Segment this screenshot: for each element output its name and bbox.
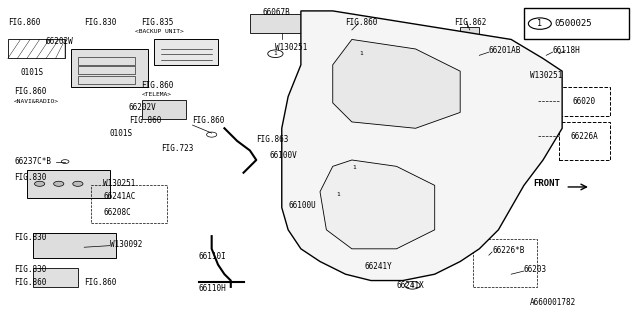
Text: FIG.863: FIG.863	[256, 135, 289, 144]
Bar	[91, 185, 167, 223]
Text: 1: 1	[336, 192, 340, 197]
Text: 66241AC: 66241AC	[103, 192, 136, 201]
Text: 66202W: 66202W	[46, 36, 74, 45]
Text: 66241X: 66241X	[396, 281, 424, 290]
Bar	[27, 170, 109, 198]
Text: 66020: 66020	[573, 97, 596, 106]
Bar	[473, 239, 537, 287]
Text: 66110I: 66110I	[199, 252, 227, 261]
Bar	[559, 87, 610, 116]
Text: FIG.860: FIG.860	[14, 87, 47, 96]
Text: <TELEMA>: <TELEMA>	[141, 92, 172, 98]
Text: 0500025: 0500025	[554, 19, 592, 28]
Text: FIG.830: FIG.830	[14, 173, 47, 182]
Bar	[524, 8, 629, 39]
Text: 66202V: 66202V	[129, 103, 157, 112]
Circle shape	[354, 50, 369, 58]
Text: W130251: W130251	[531, 71, 563, 80]
Text: 0101S: 0101S	[20, 68, 44, 77]
Text: 66237C*B: 66237C*B	[14, 157, 51, 166]
Circle shape	[529, 18, 551, 29]
Text: 66241Y: 66241Y	[365, 262, 392, 271]
Text: FIG.860: FIG.860	[141, 81, 174, 90]
Text: 66203: 66203	[524, 265, 547, 274]
Text: FIG.830: FIG.830	[84, 18, 116, 27]
Circle shape	[268, 50, 283, 58]
Text: FIG.860: FIG.860	[129, 116, 161, 125]
Bar	[33, 268, 78, 287]
Circle shape	[54, 181, 64, 186]
Circle shape	[207, 132, 217, 137]
Text: 66226A: 66226A	[571, 132, 598, 141]
Text: FIG.860: FIG.860	[193, 116, 225, 125]
Text: FIG.835: FIG.835	[141, 18, 174, 27]
Bar	[141, 100, 186, 119]
Text: 1: 1	[410, 283, 414, 288]
Bar	[250, 14, 314, 33]
Text: 66226*B: 66226*B	[492, 246, 524, 255]
Circle shape	[73, 181, 83, 186]
Text: FIG.860: FIG.860	[14, 278, 47, 287]
Text: W130092: W130092	[109, 240, 142, 249]
Circle shape	[285, 185, 304, 195]
Circle shape	[404, 282, 420, 289]
Polygon shape	[320, 160, 435, 249]
Text: 66067B: 66067B	[262, 8, 291, 17]
Text: 66118H: 66118H	[552, 46, 580, 55]
Polygon shape	[333, 39, 460, 128]
Bar	[460, 27, 479, 49]
Text: 66110H: 66110H	[199, 284, 227, 293]
Text: <NAVI&RADIO>: <NAVI&RADIO>	[14, 99, 59, 104]
Bar	[154, 39, 218, 65]
Text: FIG.830: FIG.830	[14, 233, 47, 242]
Bar	[72, 49, 148, 87]
Bar	[8, 39, 65, 59]
Text: FIG.830: FIG.830	[14, 265, 47, 274]
Text: 1: 1	[273, 51, 277, 56]
Text: A660001782: A660001782	[531, 298, 577, 307]
Text: 1: 1	[352, 165, 356, 171]
Bar	[78, 57, 135, 65]
Polygon shape	[282, 11, 562, 281]
Circle shape	[61, 160, 69, 164]
Circle shape	[35, 181, 45, 186]
Bar	[78, 76, 135, 84]
Text: 66100U: 66100U	[288, 202, 316, 211]
Text: 66100V: 66100V	[269, 151, 297, 160]
Bar	[78, 67, 135, 74]
Text: <BACKUP UNIT>: <BACKUP UNIT>	[135, 29, 184, 34]
Text: FIG.723: FIG.723	[161, 144, 193, 153]
Text: FIG.860: FIG.860	[8, 18, 40, 27]
Circle shape	[330, 190, 346, 198]
Circle shape	[346, 164, 362, 172]
Text: FIG.860: FIG.860	[346, 18, 378, 27]
Text: W130251: W130251	[103, 179, 136, 188]
Text: 66201AB: 66201AB	[489, 46, 521, 55]
Text: W130251: W130251	[275, 43, 308, 52]
Bar	[559, 122, 610, 160]
Text: 1: 1	[538, 19, 542, 28]
Text: FIG.860: FIG.860	[84, 278, 116, 287]
Text: FIG.862: FIG.862	[454, 18, 486, 27]
Text: FRONT: FRONT	[534, 179, 561, 188]
Text: 66208C: 66208C	[103, 208, 131, 217]
Text: 1: 1	[360, 51, 364, 56]
Text: 0101S: 0101S	[109, 129, 133, 138]
Bar	[33, 233, 116, 258]
